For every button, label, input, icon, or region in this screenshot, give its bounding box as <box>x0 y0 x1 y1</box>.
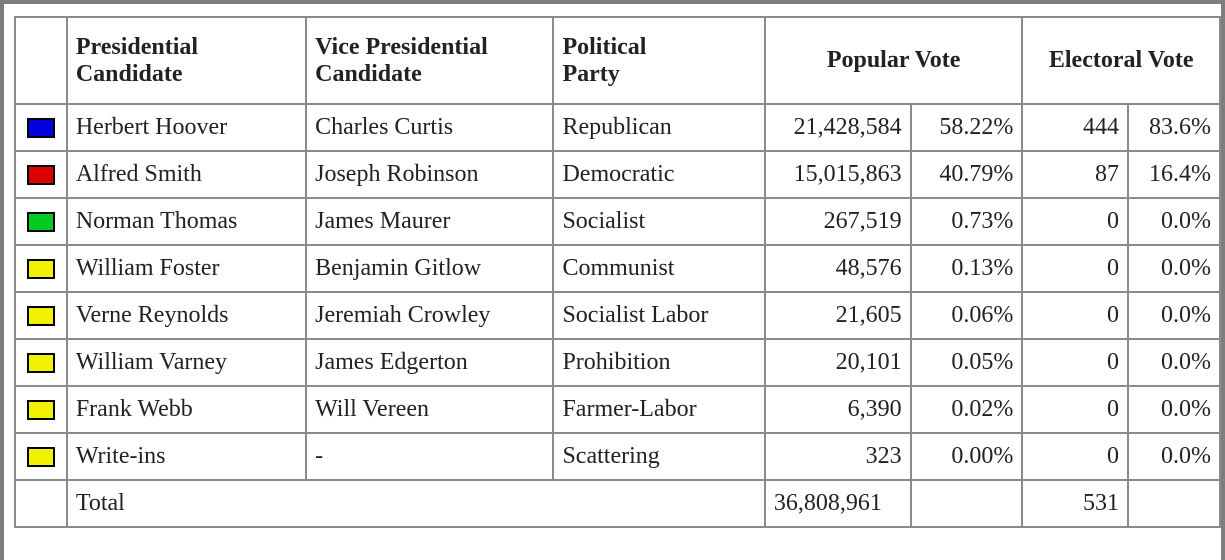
popular-vote-cell: 20,101 <box>765 340 912 387</box>
color-swatch-cell <box>16 340 68 387</box>
total-popular-pct <box>911 481 1024 528</box>
electoral-vote-cell: 0 <box>1023 340 1130 387</box>
popular-vote-cell: 6,390 <box>765 387 912 434</box>
table-row: William Foster Benjamin Gitlow Communist 48… <box>16 246 1221 293</box>
political-party-cell: Farmer-Labor <box>554 387 766 434</box>
popular-vote-cell: 267,519 <box>765 199 912 246</box>
presidential-candidate-cell: Alfred Smith <box>67 152 308 199</box>
political-party-cell: Prohibition <box>554 340 766 387</box>
header-row: Presidential Candidate Vice Presidential C… <box>16 18 1221 105</box>
electoral-vote-pct-cell: 0.0% <box>1129 293 1221 340</box>
popular-vote-cell: 15,015,863 <box>765 152 912 199</box>
color-header <box>16 18 68 105</box>
electoral-vote-cell: 444 <box>1023 105 1130 152</box>
vice-presidential-candidate-header: Vice Presidential Candidate <box>307 18 555 105</box>
table-row: Herbert Hoover Charles Curtis Republican 21… <box>16 105 1221 152</box>
party-color-swatch <box>26 259 55 280</box>
popular-vote-pct-cell: 58.22% <box>911 105 1024 152</box>
electoral-vote-pct-cell: 0.0% <box>1129 340 1221 387</box>
popular-vote-cell: 323 <box>765 434 912 481</box>
color-swatch-cell <box>16 434 68 481</box>
vice-presidential-candidate-cell: Will Vereen <box>307 387 555 434</box>
political-party-cell: Communist <box>554 246 766 293</box>
electoral-vote-cell: 0 <box>1023 293 1130 340</box>
color-swatch-cell <box>16 246 68 293</box>
election-results-table: Presidential Candidate Vice Presidential C… <box>14 16 1221 528</box>
popular-vote-pct-cell: 0.73% <box>911 199 1024 246</box>
party-color-swatch <box>26 306 55 327</box>
political-party-header: Political Party <box>554 18 766 105</box>
electoral-vote-cell: 0 <box>1023 199 1130 246</box>
presidential-candidate-cell: Herbert Hoover <box>67 105 308 152</box>
popular-vote-pct-cell: 0.00% <box>911 434 1024 481</box>
total-popular-vote: 36,808,961 <box>765 481 912 528</box>
total-swatch-cell <box>16 481 68 528</box>
electoral-vote-pct-cell: 16.4% <box>1129 152 1221 199</box>
popular-vote-pct-cell: 40.79% <box>911 152 1024 199</box>
electoral-vote-pct-cell: 0.0% <box>1129 246 1221 293</box>
political-party-cell: Socialist Labor <box>554 293 766 340</box>
vice-presidential-candidate-cell: James Edgerton <box>307 340 555 387</box>
electoral-vote-cell: 0 <box>1023 434 1130 481</box>
popular-vote-cell: 21,605 <box>765 293 912 340</box>
color-swatch-cell <box>16 105 68 152</box>
table-row: Frank Webb Will Vereen Farmer-Labor 6,390 0.… <box>16 387 1221 434</box>
vice-presidential-candidate-cell: Joseph Robinson <box>307 152 555 199</box>
electoral-vote-header: Electoral Vote <box>1023 18 1221 105</box>
party-color-swatch <box>26 212 55 233</box>
political-party-cell: Republican <box>554 105 766 152</box>
popular-vote-header: Popular Vote <box>765 18 1024 105</box>
color-swatch-cell <box>16 199 68 246</box>
political-party-cell: Democratic <box>554 152 766 199</box>
party-color-swatch <box>26 353 55 374</box>
presidential-candidate-cell: Write-ins <box>67 434 308 481</box>
vice-presidential-candidate-cell: - <box>307 434 555 481</box>
electoral-vote-pct-cell: 0.0% <box>1129 199 1221 246</box>
presidential-candidate-cell: Verne Reynolds <box>67 293 308 340</box>
electoral-vote-pct-cell: 0.0% <box>1129 387 1221 434</box>
total-row: Total 36,808,961 531 <box>16 481 1221 528</box>
presidential-candidate-cell: Norman Thomas <box>67 199 308 246</box>
presidential-candidate-cell: William Foster <box>67 246 308 293</box>
vice-presidential-candidate-cell: James Maurer <box>307 199 555 246</box>
table-row: William Varney James Edgerton Prohibition 2… <box>16 340 1221 387</box>
total-label: Total <box>67 481 766 528</box>
popular-vote-pct-cell: 0.06% <box>911 293 1024 340</box>
party-color-swatch <box>26 447 55 468</box>
party-color-swatch <box>26 118 55 139</box>
color-swatch-cell <box>16 387 68 434</box>
table-row: Write-ins - Scattering 323 0.00% 0 0.0% <box>16 434 1221 481</box>
party-color-swatch <box>26 400 55 421</box>
vice-presidential-candidate-cell: Charles Curtis <box>307 105 555 152</box>
electoral-vote-pct-cell: 0.0% <box>1129 434 1221 481</box>
table-row: Alfred Smith Joseph Robinson Democratic 15,… <box>16 152 1221 199</box>
electoral-vote-cell: 0 <box>1023 387 1130 434</box>
table-row: Verne Reynolds Jeremiah Crowley Socialist … <box>16 293 1221 340</box>
popular-vote-pct-cell: 0.02% <box>911 387 1024 434</box>
popular-vote-pct-cell: 0.05% <box>911 340 1024 387</box>
electoral-vote-pct-cell: 83.6% <box>1129 105 1221 152</box>
popular-vote-pct-cell: 0.13% <box>911 246 1024 293</box>
presidential-candidate-cell: William Varney <box>67 340 308 387</box>
vice-presidential-candidate-cell: Jeremiah Crowley <box>307 293 555 340</box>
color-swatch-cell <box>16 152 68 199</box>
political-party-cell: Socialist <box>554 199 766 246</box>
electoral-vote-cell: 0 <box>1023 246 1130 293</box>
political-party-cell: Scattering <box>554 434 766 481</box>
color-swatch-cell <box>16 293 68 340</box>
presidential-candidate-cell: Frank Webb <box>67 387 308 434</box>
presidential-candidate-header: Presidential Candidate <box>67 18 308 105</box>
popular-vote-cell: 21,428,584 <box>765 105 912 152</box>
electoral-vote-cell: 87 <box>1023 152 1130 199</box>
total-electoral-vote: 531 <box>1023 481 1130 528</box>
table-row: Norman Thomas James Maurer Socialist 267,51… <box>16 199 1221 246</box>
total-electoral-pct <box>1129 481 1221 528</box>
party-color-swatch <box>26 165 55 186</box>
popular-vote-cell: 48,576 <box>765 246 912 293</box>
vice-presidential-candidate-cell: Benjamin Gitlow <box>307 246 555 293</box>
